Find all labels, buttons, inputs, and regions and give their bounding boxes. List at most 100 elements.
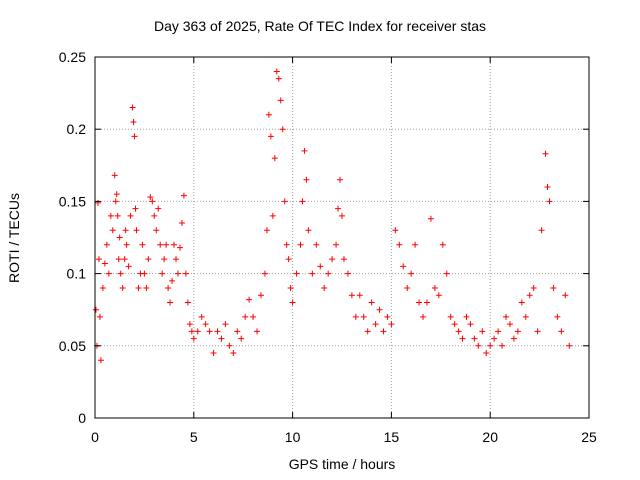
y-tick-label: 0.15 <box>59 193 86 209</box>
data-point <box>530 285 537 292</box>
data-point <box>161 256 168 263</box>
data-point <box>263 227 270 234</box>
data-point <box>279 126 286 133</box>
data-point <box>544 183 551 190</box>
data-point <box>95 256 102 263</box>
data-point <box>92 306 99 313</box>
data-point <box>538 227 545 234</box>
data-point <box>526 292 533 299</box>
data-point <box>550 285 557 292</box>
data-point <box>178 220 185 227</box>
data-point <box>301 147 308 154</box>
data-point <box>109 227 116 234</box>
data-point <box>99 285 106 292</box>
data-point <box>439 241 446 248</box>
data-point <box>254 328 261 335</box>
data-point <box>114 212 121 219</box>
data-point <box>566 342 573 349</box>
data-point <box>388 321 395 328</box>
data-point <box>335 205 342 212</box>
data-point <box>558 328 565 335</box>
data-point <box>562 292 569 299</box>
data-point <box>471 335 478 342</box>
data-point <box>289 299 296 306</box>
data-point <box>299 198 306 205</box>
data-point <box>368 299 375 306</box>
data-point <box>176 244 183 251</box>
data-point <box>287 285 294 292</box>
y-tick-label: 0.25 <box>59 49 86 65</box>
data-point <box>113 191 120 198</box>
data-point <box>285 256 292 263</box>
data-point <box>364 328 371 335</box>
data-point <box>380 328 387 335</box>
data-point <box>506 321 513 328</box>
data-point <box>352 313 359 320</box>
data-point <box>131 133 138 140</box>
data-point <box>119 285 126 292</box>
plot-frame <box>94 56 590 419</box>
data-point <box>499 342 506 349</box>
data-point <box>188 328 195 335</box>
x-tick-label: 15 <box>384 429 400 445</box>
data-point <box>451 321 458 328</box>
data-point <box>149 198 156 205</box>
data-point <box>344 270 351 277</box>
data-point <box>392 227 399 234</box>
data-point <box>226 342 233 349</box>
data-point <box>184 299 191 306</box>
data-point <box>198 313 205 320</box>
data-point <box>510 335 517 342</box>
x-tick-label: 20 <box>482 429 498 445</box>
x-tick-label: 0 <box>91 429 99 445</box>
data-point <box>281 198 288 205</box>
data-point <box>141 270 148 277</box>
data-point <box>400 263 407 270</box>
data-point <box>246 296 253 303</box>
data-point <box>518 299 525 306</box>
data-point <box>145 256 152 263</box>
data-point <box>218 335 225 342</box>
data-point <box>522 313 529 320</box>
data-point <box>420 313 427 320</box>
data-point <box>121 256 128 263</box>
data-point <box>404 285 411 292</box>
data-point <box>542 150 549 157</box>
data-point <box>313 241 320 248</box>
data-point <box>416 299 423 306</box>
data-point <box>384 313 391 320</box>
data-point <box>214 328 221 335</box>
data-point <box>167 299 174 306</box>
data-point <box>360 313 367 320</box>
data-point <box>222 321 229 328</box>
data-point <box>97 357 104 364</box>
data-point <box>117 270 124 277</box>
data-point <box>122 227 129 234</box>
data-point <box>467 321 474 328</box>
data-point <box>435 292 442 299</box>
data-point <box>329 256 336 263</box>
data-point <box>169 277 176 284</box>
y-tick-label: 0.05 <box>59 338 86 354</box>
data-point <box>163 241 170 248</box>
data-point <box>125 263 132 270</box>
data-point <box>153 227 160 234</box>
data-point <box>112 198 119 205</box>
data-point <box>337 176 344 183</box>
data-point <box>325 270 332 277</box>
data-point <box>139 241 146 248</box>
data-point <box>129 104 136 111</box>
data-point <box>155 205 162 212</box>
data-point <box>339 212 345 219</box>
data-point <box>277 97 284 104</box>
x-tick-label: 5 <box>190 429 198 445</box>
data-point <box>455 328 462 335</box>
data-point <box>147 194 154 201</box>
data-point <box>475 342 482 349</box>
data-point <box>283 241 290 248</box>
data-point <box>180 192 187 199</box>
data-point <box>173 256 180 263</box>
y-tick-label: 0.1 <box>67 266 87 282</box>
y-tick-label: 0 <box>78 410 86 426</box>
